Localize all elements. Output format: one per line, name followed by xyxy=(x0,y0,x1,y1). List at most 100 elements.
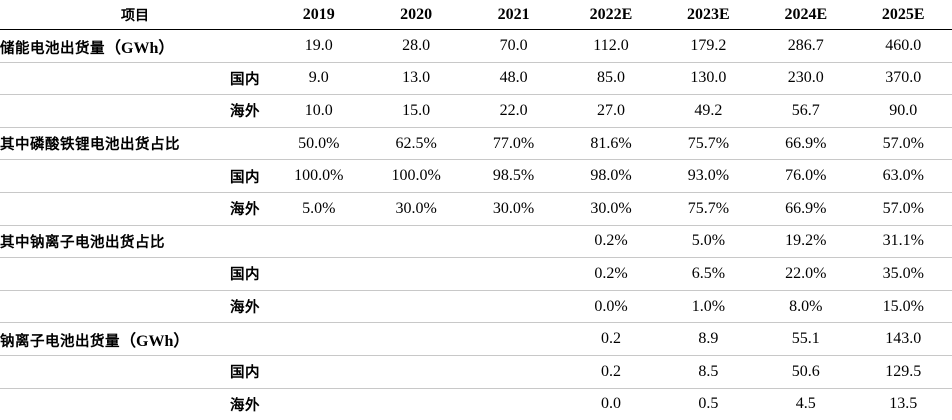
table-cell: 179.2 xyxy=(660,30,757,63)
table-cell: 0.2 xyxy=(562,355,659,388)
table-cell: 0.2 xyxy=(562,323,659,356)
table-cell: 48.0 xyxy=(465,62,562,95)
table-cell xyxy=(367,355,464,388)
table-cell: 50.6 xyxy=(757,355,854,388)
row-label: 国内 xyxy=(0,160,270,193)
table-cell: 66.9% xyxy=(757,192,854,225)
table-cell: 57.0% xyxy=(855,127,952,160)
table-cell: 50.0% xyxy=(270,127,367,160)
table-row: 其中钠离子电池出货占比 0.2%5.0%19.2%31.1% xyxy=(0,225,952,258)
table-cell xyxy=(270,388,367,420)
table-cell: 100.0% xyxy=(367,160,464,193)
row-label-text: 钠离子电池出货量 xyxy=(0,334,120,350)
table-cell: 13.0 xyxy=(367,62,464,95)
table-cell: 1.0% xyxy=(660,290,757,323)
row-label: 其中钠离子电池出货占比 xyxy=(0,225,270,258)
table-cell: 0.5 xyxy=(660,388,757,420)
table-cell: 460.0 xyxy=(855,30,952,63)
table-cell: 70.0 xyxy=(465,30,562,63)
table-cell: 98.0% xyxy=(562,160,659,193)
row-label-text: 储能电池出货量 xyxy=(0,41,105,57)
table-cell: 62.5% xyxy=(367,127,464,160)
table-cell: 27.0 xyxy=(562,95,659,128)
table-cell xyxy=(465,323,562,356)
table-cell: 4.5 xyxy=(757,388,854,420)
table-cell: 370.0 xyxy=(855,62,952,95)
table-cell: 75.7% xyxy=(660,192,757,225)
row-label: 海外 xyxy=(0,388,270,420)
table-cell: 129.5 xyxy=(855,355,952,388)
table-cell: 9.0 xyxy=(270,62,367,95)
table-cell xyxy=(270,258,367,291)
table-cell: 230.0 xyxy=(757,62,854,95)
header-year: 2022E xyxy=(562,0,659,30)
header-year: 2019 xyxy=(270,0,367,30)
table-cell: 6.5% xyxy=(660,258,757,291)
row-label-text: 海外 xyxy=(230,300,260,316)
table-cell: 19.2% xyxy=(757,225,854,258)
table-cell: 0.0% xyxy=(562,290,659,323)
table-cell: 57.0% xyxy=(855,192,952,225)
row-label-text: 海外 xyxy=(230,104,260,120)
table-cell: 8.0% xyxy=(757,290,854,323)
table-cell xyxy=(367,388,464,420)
table-cell: 31.1% xyxy=(855,225,952,258)
table-cell: 81.6% xyxy=(562,127,659,160)
table-cell: 5.0% xyxy=(270,192,367,225)
table-row: 海外 0.0%1.0%8.0%15.0% xyxy=(0,290,952,323)
table-cell: 35.0% xyxy=(855,258,952,291)
table-cell: 28.0 xyxy=(367,30,464,63)
header-item: 项目 xyxy=(0,0,270,30)
table-cell xyxy=(465,355,562,388)
row-label: 国内 xyxy=(0,62,270,95)
table-cell xyxy=(465,225,562,258)
table-cell: 22.0 xyxy=(465,95,562,128)
row-label: 国内 xyxy=(0,258,270,291)
table-cell: 0.2% xyxy=(562,258,659,291)
table-cell: 75.7% xyxy=(660,127,757,160)
row-label-text: 其中钠离子电池出货占比 xyxy=(0,235,165,251)
table-cell: 49.2 xyxy=(660,95,757,128)
table-cell: 66.9% xyxy=(757,127,854,160)
table-cell: 8.9 xyxy=(660,323,757,356)
table-cell: 93.0% xyxy=(660,160,757,193)
table-cell: 98.5% xyxy=(465,160,562,193)
table-cell: 76.0% xyxy=(757,160,854,193)
table-cell: 77.0% xyxy=(465,127,562,160)
table-cell: 30.0% xyxy=(562,192,659,225)
table-cell xyxy=(367,323,464,356)
table-cell: 56.7 xyxy=(757,95,854,128)
table-cell: 85.0 xyxy=(562,62,659,95)
header-year: 2020 xyxy=(367,0,464,30)
table-cell: 286.7 xyxy=(757,30,854,63)
table-cell: 15.0% xyxy=(855,290,952,323)
table-cell: 30.0% xyxy=(465,192,562,225)
row-label: 国内 xyxy=(0,355,270,388)
row-label: 海外 xyxy=(0,192,270,225)
row-label: 其中磷酸铁锂电池出货占比 xyxy=(0,127,270,160)
header-year: 2024E xyxy=(757,0,854,30)
table-cell xyxy=(465,290,562,323)
table-cell: 112.0 xyxy=(562,30,659,63)
table-cell: 19.0 xyxy=(270,30,367,63)
header-year: 2023E xyxy=(660,0,757,30)
table-cell xyxy=(367,258,464,291)
table-cell: 0.2% xyxy=(562,225,659,258)
row-label: 钠离子电池出货量（GWh） xyxy=(0,323,270,356)
row-label-text: 海外 xyxy=(230,202,260,218)
table-cell: 8.5 xyxy=(660,355,757,388)
table-cell xyxy=(465,388,562,420)
table-cell: 5.0% xyxy=(660,225,757,258)
table-cell: 100.0% xyxy=(270,160,367,193)
header-row: 项目 2019 2020 2021 2022E 2023E 2024E 2025… xyxy=(0,0,952,30)
